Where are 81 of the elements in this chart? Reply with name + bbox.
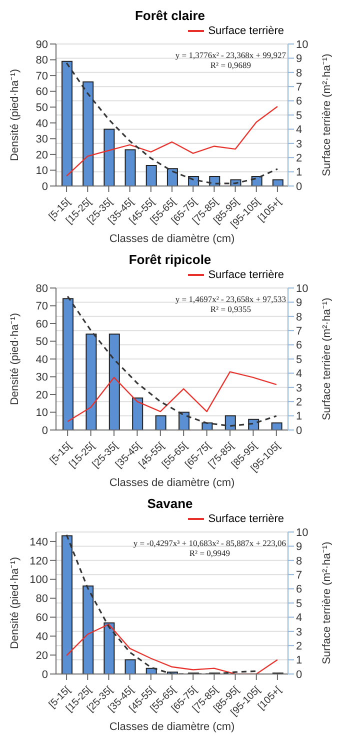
y2-tick-label: 3 (296, 626, 302, 638)
annotation: R² = 0,9355 (209, 304, 252, 314)
y-tick-label: 30 (36, 134, 48, 146)
y-tick-label: 70 (36, 300, 48, 313)
y2-tick-label: 5 (296, 598, 302, 610)
y-tick-label: 40 (36, 118, 48, 130)
y2-tick-label: 7 (296, 570, 302, 582)
y-tick-label: 80 (36, 282, 48, 295)
y2-tick-label: 6 (296, 584, 302, 596)
y-tick-label: 20 (36, 149, 48, 162)
y2-tick-label: 5 (296, 110, 302, 122)
y-tick-label: 0 (42, 424, 48, 437)
y2-tick-label: 6 (296, 340, 302, 352)
y2-tick-label: 2 (296, 396, 302, 409)
y2-tick-label: 3 (296, 138, 302, 150)
y-axis-title: Densité (pied·ha⁻¹) (8, 68, 21, 162)
y-tick-label: 50 (36, 102, 48, 114)
y2-tick-label: 5 (296, 354, 302, 366)
x-axis-title: Classes de diamètre (cm) (109, 233, 235, 245)
y2-tick-label: 0 (296, 668, 302, 681)
chart-title: Forêt claire (134, 8, 206, 24)
y2-tick-label: 1 (296, 166, 302, 179)
y-tick-label: 120 (30, 555, 48, 568)
y2-tick-label: 2 (296, 152, 302, 165)
y2-tick-label: 9 (296, 53, 302, 66)
y2-axis-title: Surface terrière (m²·ha⁻¹) (320, 298, 333, 420)
chart-title: Forêt ripicole (128, 252, 212, 268)
x-axis-title: Classes de diamètre (cm) (109, 477, 235, 489)
y-tick-label: 100 (30, 574, 48, 586)
legend-label: Surface terrière (207, 268, 284, 282)
y2-tick-label: 0 (296, 180, 302, 193)
legend-label: Surface terrière (207, 512, 284, 526)
y2-tick-label: 1 (296, 654, 302, 667)
annotation: y = 1,4697x² - 23,658x + 97,533 (175, 294, 286, 304)
y-tick-label: 20 (36, 389, 48, 402)
y-tick-label: 0 (42, 668, 48, 681)
y-tick-label: 80 (36, 54, 48, 67)
y-tick-label: 30 (36, 372, 48, 384)
x-axis-title: Classes de diamètre (cm) (109, 721, 235, 733)
y2-tick-label: 3 (296, 382, 302, 394)
y-tick-label: 10 (36, 165, 48, 178)
y2-tick-label: 1 (296, 410, 302, 423)
y2-tick-label: 4 (296, 368, 302, 380)
y2-tick-label: 7 (296, 82, 302, 94)
y2-tick-label: 4 (296, 612, 302, 624)
y2-tick-label: 8 (296, 555, 302, 568)
y2-tick-label: 4 (296, 124, 302, 136)
annotation: R² = 0,9949 (188, 548, 231, 558)
y-tick-label: 70 (36, 70, 48, 82)
y-tick-label: 90 (36, 38, 48, 51)
y-tick-label: 60 (36, 318, 48, 330)
y-axis-title: Densité (pied·ha⁻¹) (8, 312, 21, 406)
annotation: R² = 0,9689 (209, 60, 252, 70)
y-tick-label: 10 (36, 407, 48, 420)
legend-label: Surface terrière (207, 24, 284, 38)
y-tick-label: 20 (36, 650, 48, 662)
y-tick-label: 40 (36, 631, 48, 644)
y2-tick-label: 10 (296, 282, 308, 295)
y2-tick-label: 7 (296, 326, 302, 338)
annotation: y = 1,3776x² - 23,368x + 99,927 (175, 50, 286, 60)
y2-tick-label: 9 (296, 297, 302, 310)
y-tick-label: 50 (36, 336, 48, 348)
chart-title: Savane (146, 496, 194, 512)
y2-tick-label: 9 (296, 541, 302, 554)
y2-axis-title: Surface terrière (m²·ha⁻¹) (320, 542, 333, 664)
y2-axis-title: Surface terrière (m²·ha⁻¹) (320, 54, 333, 176)
y-axis-title: Densité (pied·ha⁻¹) (8, 556, 21, 650)
y2-tick-label: 8 (296, 67, 302, 80)
y2-tick-label: 2 (296, 640, 302, 653)
y-tick-label: 60 (36, 612, 48, 624)
y2-tick-label: 10 (296, 526, 308, 539)
y-tick-label: 40 (36, 354, 48, 366)
y-tick-label: 60 (36, 86, 48, 98)
y2-tick-label: 6 (296, 96, 302, 108)
y-tick-label: 0 (42, 180, 48, 193)
y2-tick-label: 8 (296, 311, 302, 324)
y2-tick-label: 10 (296, 38, 308, 51)
y2-tick-label: 0 (296, 424, 302, 437)
annotation: y = -0,4297x³ + 10,683x² - 85,887x + 223,06 (133, 538, 286, 548)
y-tick-label: 140 (30, 536, 48, 548)
y-tick-label: 80 (36, 593, 48, 606)
